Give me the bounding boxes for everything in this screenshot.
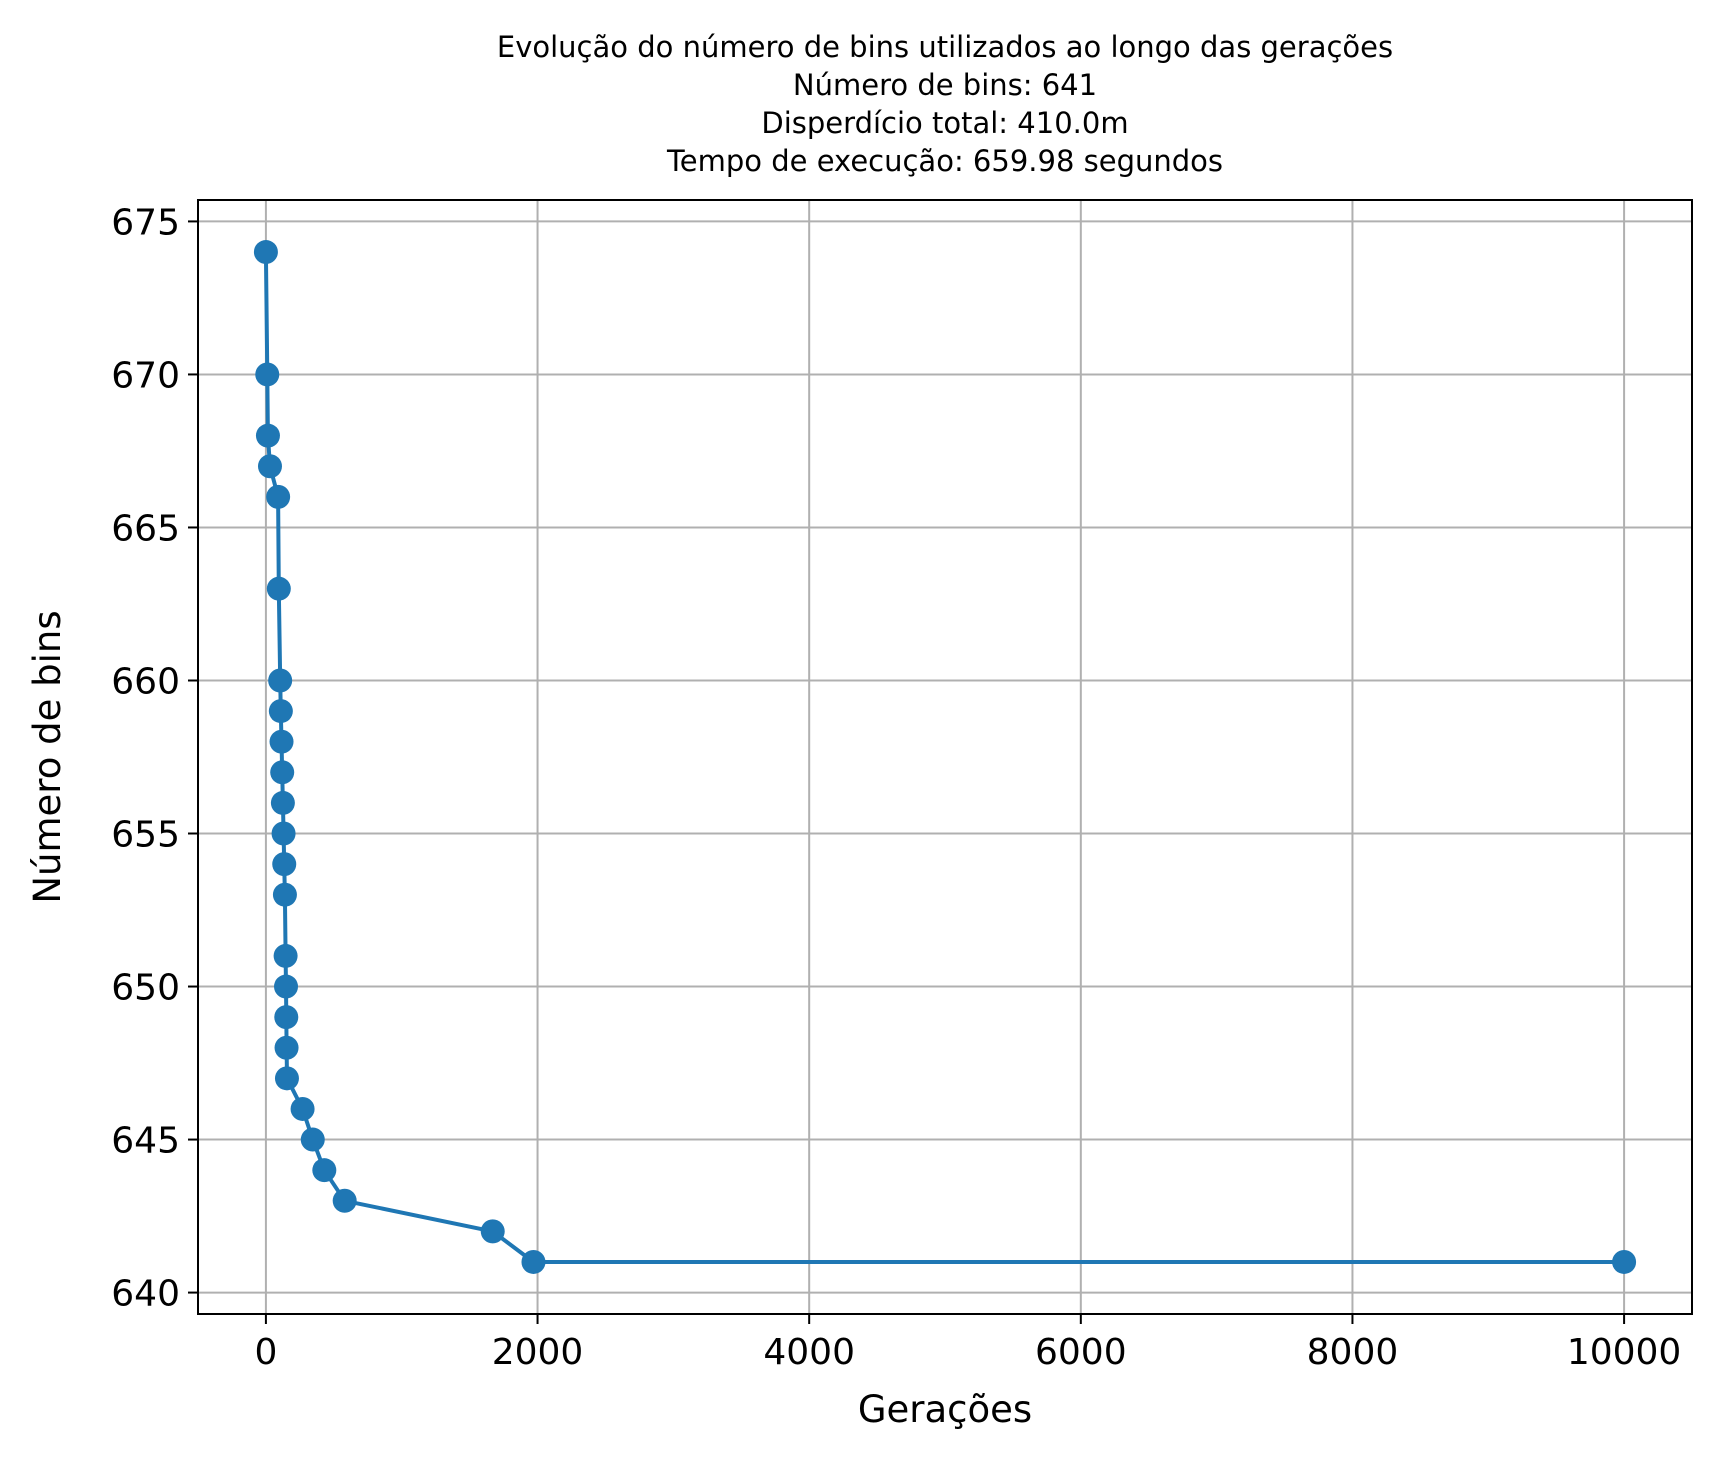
title-line-1: Número de bins: 641 [793, 68, 1097, 102]
data-point [274, 1035, 299, 1060]
x-axis-title: Gerações [858, 1388, 1032, 1431]
y-tick-label: 670 [111, 355, 180, 396]
x-tick-label: 2000 [492, 1332, 584, 1373]
y-tick-label: 675 [111, 202, 180, 243]
y-tick-label: 665 [111, 508, 180, 549]
x-tick-label: 6000 [1035, 1332, 1127, 1373]
data-point [266, 576, 291, 601]
y-tick-label: 655 [111, 815, 180, 856]
y-tick-label: 660 [111, 661, 180, 702]
data-point [271, 821, 296, 846]
data-point [268, 699, 293, 724]
data-point [274, 1005, 299, 1030]
y-tick-label: 640 [111, 1274, 180, 1315]
data-point [257, 454, 282, 479]
data-point [1612, 1249, 1637, 1274]
data-point [270, 790, 295, 815]
data-point [255, 362, 280, 387]
y-axis-ticks: 640 645 650 655 660 665 670 675 [111, 202, 198, 1315]
y-axis-title: Número de bins [26, 610, 69, 903]
y-tick-label: 645 [111, 1121, 180, 1162]
data-point [268, 668, 293, 693]
title-line-2: Disperdício total: 410.0m [761, 106, 1128, 140]
plot-frame [197, 199, 1693, 1315]
x-tick-label: 4000 [763, 1332, 855, 1373]
data-point [270, 760, 295, 785]
data-point [274, 974, 299, 999]
data-point [253, 240, 278, 265]
data-point [272, 882, 297, 907]
data-series [253, 240, 1637, 1274]
data-point [272, 852, 297, 877]
data-point [312, 1158, 337, 1183]
data-point [274, 1066, 299, 1091]
title-line-3: Tempo de execução: 659.98 segundos [666, 144, 1223, 178]
data-point [269, 729, 294, 754]
data-point [480, 1219, 505, 1244]
x-tick-label: 8000 [1307, 1332, 1399, 1373]
series-line [263, 251, 1625, 1264]
x-tick-label: 10000 [1567, 1332, 1682, 1373]
data-point [266, 484, 291, 509]
data-point [332, 1188, 357, 1213]
data-point [521, 1249, 546, 1274]
data-point [255, 423, 280, 448]
x-tick-label: 0 [254, 1332, 277, 1373]
grid-lines [198, 200, 1692, 1314]
data-point [300, 1127, 325, 1152]
data-point [290, 1096, 315, 1121]
y-tick-label: 650 [111, 968, 180, 1009]
data-point [273, 943, 298, 968]
title-line-0: Evolução do número de bins utilizados ao… [497, 30, 1393, 64]
chart-title: Evolução do número de bins utilizados ao… [497, 30, 1393, 178]
x-axis-ticks: 0 2000 4000 6000 8000 10000 [254, 1314, 1681, 1373]
